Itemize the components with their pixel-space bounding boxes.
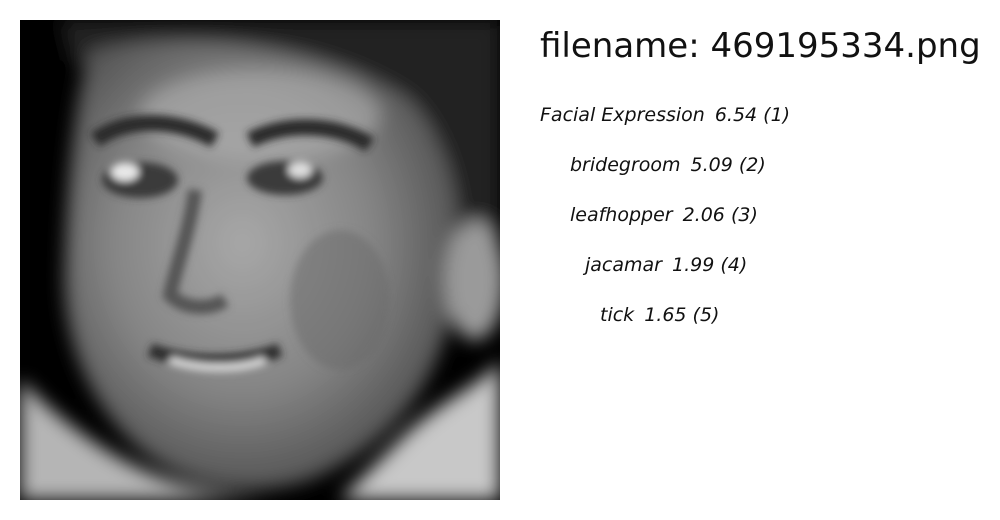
prediction-rank: (1)	[763, 104, 791, 126]
prediction-item: tick 1.65 (5)	[600, 303, 719, 327]
face-photo-icon	[20, 20, 500, 500]
prediction-label: bridegroom	[570, 154, 681, 176]
filename-label: filename:	[540, 26, 700, 66]
prediction-item: Facial Expression 6.54 (1)	[540, 103, 790, 127]
prediction-score: 1.99	[671, 254, 715, 276]
prediction-item: bridegroom 5.09 (2)	[570, 153, 766, 177]
prediction-score: 5.09	[690, 154, 733, 176]
prediction-rank: (5)	[692, 304, 720, 326]
face-photo	[20, 20, 500, 500]
prediction-rank: (3)	[730, 204, 758, 226]
prediction-item: leafhopper 2.06 (3)	[570, 203, 758, 227]
prediction-label: leafhopper	[570, 204, 673, 226]
prediction-item: jacamar 1.99 (4)	[585, 253, 747, 277]
prediction-label: tick	[600, 304, 635, 326]
prediction-rank: (4)	[720, 254, 748, 276]
prediction-label: Facial Expression	[540, 104, 705, 126]
filename-title: filename: 469195334.png	[540, 24, 981, 68]
filename-value: 469195334.png	[710, 26, 981, 66]
prediction-label: jacamar	[585, 254, 662, 276]
prediction-score: 2.06	[682, 204, 725, 226]
prediction-score: 6.54	[714, 104, 758, 126]
prediction-score: 1.65	[644, 304, 687, 326]
prediction-rank: (2)	[738, 154, 766, 176]
